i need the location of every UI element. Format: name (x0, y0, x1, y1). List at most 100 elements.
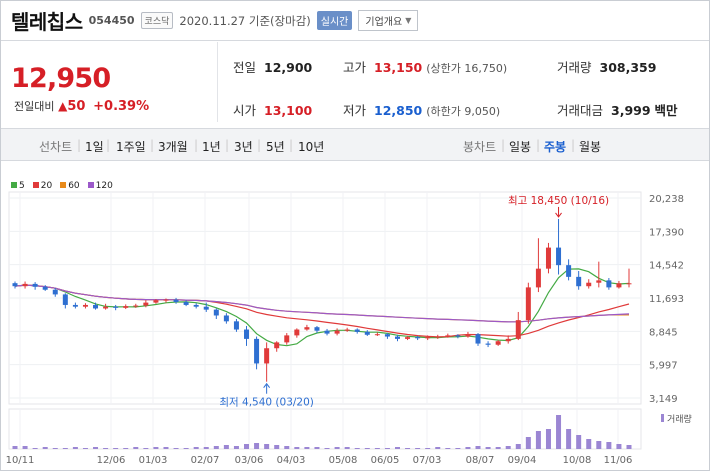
stock-header: 텔레칩스 054450 코스닥 2020.11.27 기준(장마감) 실시간 기… (1, 1, 709, 41)
separator: | (77, 138, 82, 152)
legend-ma5: 5 (11, 181, 25, 191)
volume-bar (203, 447, 209, 449)
volume-bar (425, 448, 431, 449)
high-price: 고가 13,150 (상한가 16,750) (343, 57, 507, 76)
volume-bar (586, 439, 592, 449)
company-overview-dropdown[interactable]: 기업개요 ▼ (358, 10, 419, 31)
candle-daily[interactable]: 일봉 (509, 140, 532, 154)
volume-bar (103, 448, 109, 449)
low-arrow-head (263, 382, 271, 389)
candle-body (626, 283, 632, 285)
volume-bar (515, 444, 521, 449)
divider (217, 42, 218, 122)
candle-body (123, 306, 129, 308)
candle-chart-label[interactable]: 봉차트 (463, 140, 497, 154)
low-annotation: 최저 4,540 (03/20) (219, 397, 314, 409)
volume-bar (566, 429, 572, 449)
candle-body (455, 335, 461, 337)
candle-body (535, 268, 541, 288)
volume-bar (32, 448, 38, 449)
candle-body (183, 302, 189, 305)
market-badge: 코스닥 (140, 12, 174, 29)
price-summary: 12,950 전일대비 ▲50 +0.39% 전일 12,900 고가 13,150… (1, 42, 709, 122)
candle-body (475, 334, 481, 344)
volume-bar (153, 447, 159, 449)
volume-bar (616, 444, 622, 449)
candle-body (415, 337, 421, 339)
candle-body (334, 330, 340, 334)
chart-toolbar: 선차트 | 1일 | 1주일 | 3개월 | 1년 | 3년 | 5년 | 10… (1, 128, 709, 161)
y-tick-label: 5,997 (649, 361, 678, 372)
candle-body (32, 283, 38, 287)
candle-body (193, 304, 199, 307)
period-10y[interactable]: 10년 (298, 140, 325, 154)
candle-body (545, 247, 551, 269)
low-price: 저가 12,850 (하한가 9,050) (343, 100, 500, 119)
line-chart-label[interactable]: 선차트 (39, 140, 73, 154)
candle-weekly[interactable]: 주봉 (544, 140, 567, 154)
volume-bar (294, 447, 300, 449)
x-tick-label: 01/03 (139, 455, 168, 466)
change-pct: +0.39% (93, 99, 150, 114)
volume-bar (173, 448, 179, 449)
candle-body (374, 334, 380, 336)
volume-stat: 거래량 308,359 (557, 57, 656, 76)
y-tick-label: 14,542 (649, 261, 684, 272)
volume-bar (556, 415, 562, 449)
stock-name[interactable]: 텔레칩스 (11, 10, 83, 34)
candle-body (465, 334, 471, 337)
volume-bar (133, 447, 139, 449)
volume-legend-swatch (661, 414, 664, 422)
volume-bar (364, 448, 370, 449)
candle-body (525, 287, 531, 321)
realtime-button[interactable]: 실시간 (316, 11, 353, 30)
candle-body (163, 299, 169, 301)
period-3m[interactable]: 3개월 (158, 140, 188, 154)
candle-body (394, 336, 400, 339)
volume-bar (445, 448, 451, 449)
open-value: 13,100 (264, 103, 313, 118)
prev-close-value: 12,900 (264, 60, 313, 75)
high-value: 13,150 (374, 60, 423, 75)
volume-bar (254, 443, 260, 449)
volume-bar (626, 445, 632, 449)
candle-body (586, 282, 592, 287)
separator: | (289, 138, 294, 152)
candle-monthly[interactable]: 월봉 (579, 140, 602, 154)
candle-body (12, 283, 18, 287)
period-3y[interactable]: 3년 (234, 140, 253, 154)
candle-body (596, 280, 602, 283)
candle-body (606, 280, 612, 288)
y-tick-label: 11,693 (649, 294, 684, 305)
separator: | (106, 138, 111, 152)
volume-bar (82, 448, 88, 449)
volume-bar (22, 446, 28, 449)
period-1y[interactable]: 1년 (202, 140, 221, 154)
period-5y[interactable]: 5년 (266, 140, 285, 154)
candle-body (515, 320, 521, 339)
high-label: 고가 (343, 60, 367, 75)
period-1d[interactable]: 1일 (85, 140, 104, 154)
candle-body (505, 338, 511, 342)
candle-body (566, 265, 572, 277)
volume-bar (576, 435, 582, 449)
lower-limit: (하한가 9,050) (426, 105, 501, 118)
legend-ma120: 120 (87, 181, 113, 191)
volume-bar (334, 447, 340, 449)
chevron-down-icon: ▼ (405, 16, 412, 25)
volume-bar (274, 445, 280, 449)
volume-bar (72, 447, 78, 449)
x-tick-label: 10/11 (6, 455, 35, 466)
prev-close-label: 전일 (233, 60, 257, 75)
candle-body (354, 329, 360, 332)
volume-bar (12, 446, 18, 449)
low-label: 저가 (343, 103, 367, 118)
candle-body (133, 305, 139, 307)
volume-bar (314, 447, 320, 449)
period-1w[interactable]: 1주일 (116, 140, 146, 154)
volume-bar (354, 448, 360, 449)
x-tick-label: 07/03 (413, 455, 442, 466)
x-tick-label: 05/08 (329, 455, 358, 466)
low-value: 12,850 (374, 103, 423, 118)
